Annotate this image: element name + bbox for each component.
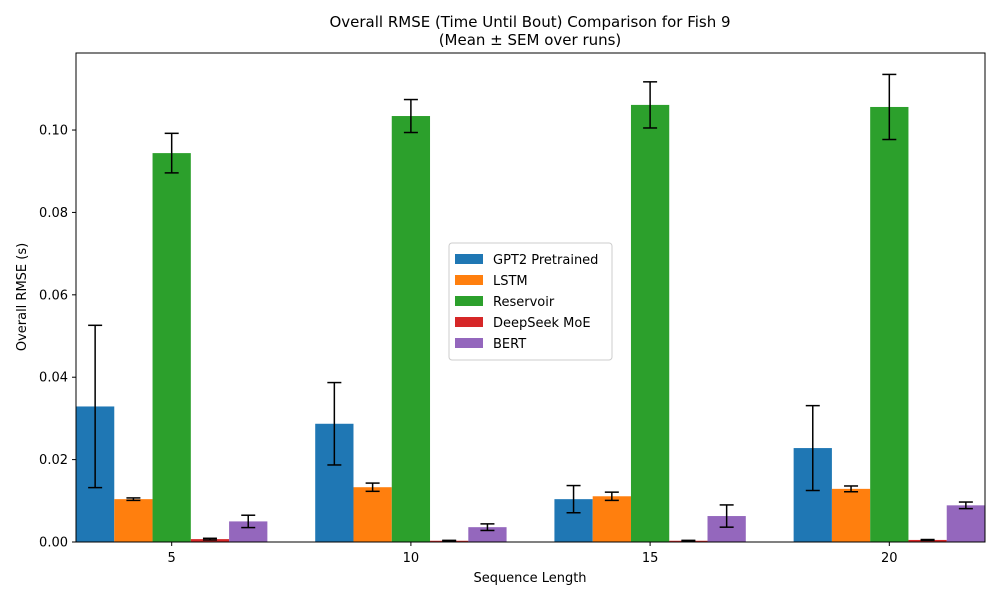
- error-bars-bert: [241, 501, 973, 532]
- legend-frame: [448, 242, 613, 361]
- legend-swatch: [455, 317, 483, 327]
- bar: [870, 106, 909, 543]
- error-bars-gpt2-pretrained: [88, 324, 820, 514]
- bar: [353, 487, 392, 542]
- bar: [831, 488, 871, 542]
- y-tick-label: 0.10: [39, 124, 68, 139]
- bar: [152, 153, 191, 542]
- bar: [630, 104, 670, 543]
- legend: GPT2 Pretrained LSTM Reservoir DeepSeek MoE…: [448, 242, 613, 361]
- y-tick-label: 0.06: [39, 288, 68, 303]
- error-bars-reservoir: [164, 73, 897, 174]
- series-reservoir: [152, 104, 909, 543]
- legend-label: BERT: [493, 337, 526, 352]
- x-axis-label: Sequence Length: [473, 571, 586, 586]
- x-tick-label: 5: [168, 551, 176, 566]
- bar: [468, 527, 507, 542]
- y-tick-label: 0.04: [39, 371, 68, 386]
- legend-label: DeepSeek MoE: [493, 316, 591, 331]
- y-axis-label: Overall RMSE (s): [15, 243, 30, 351]
- bar: [592, 496, 631, 542]
- bar: [391, 116, 431, 542]
- legend-label: LSTM: [493, 274, 528, 289]
- x-tick-label: 20: [881, 551, 898, 566]
- legend-label: Reservoir: [493, 295, 555, 310]
- x-tick-label: 15: [642, 551, 659, 566]
- axes-frame: [75, 52, 986, 543]
- plot-area: 0.00 0.02 0.04 0.06 0.08 0.10 5 10 15 20: [39, 52, 986, 566]
- error-bars-deepseek-moe: [202, 537, 935, 542]
- bar: [946, 505, 985, 542]
- legend-swatch: [455, 338, 483, 348]
- error-bars-lstm: [126, 482, 859, 502]
- legend-label: GPT2 Pretrained: [493, 253, 598, 268]
- y-tick-label: 0.08: [39, 206, 68, 221]
- x-tick-label: 10: [403, 551, 420, 566]
- chart-subtitle: (Mean ± SEM over runs): [439, 31, 622, 49]
- legend-swatch: [455, 275, 483, 285]
- series-bert: [229, 505, 985, 542]
- chart-title: Overall RMSE (Time Until Bout) Compariso…: [329, 13, 730, 31]
- legend-swatch: [455, 296, 483, 306]
- bar: [114, 499, 153, 542]
- series-lstm: [114, 487, 871, 542]
- legend-swatch: [455, 254, 483, 264]
- y-tick-label: 0.02: [39, 453, 68, 468]
- bar: [229, 521, 268, 542]
- y-tick-label: 0.00: [39, 536, 68, 551]
